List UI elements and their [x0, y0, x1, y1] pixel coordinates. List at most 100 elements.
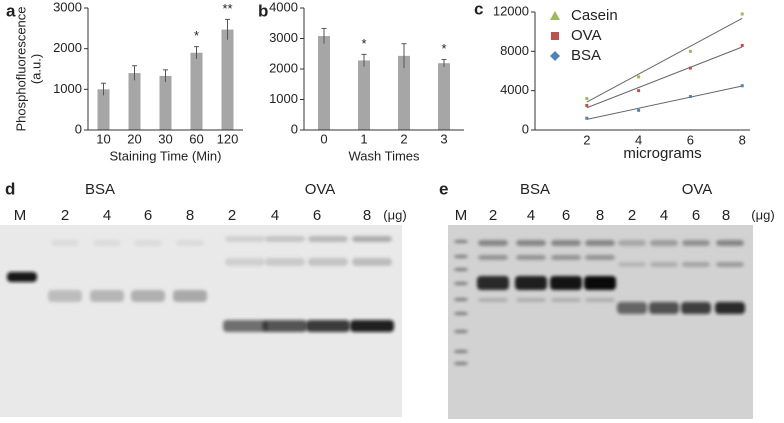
- gel-band: [265, 236, 305, 242]
- gel-band: [454, 255, 468, 258]
- lane-label: 2: [61, 207, 69, 224]
- gel-band: [649, 302, 679, 314]
- panel-label: b: [258, 1, 268, 20]
- bar: [159, 75, 172, 130]
- panel-label: a: [6, 1, 16, 20]
- gel-band: [650, 262, 678, 267]
- panel-label: d: [5, 179, 15, 198]
- gel-band: [617, 302, 647, 314]
- bar: [438, 63, 450, 130]
- lane-label: 2: [628, 207, 636, 224]
- y-tick-label: 2000: [53, 40, 82, 55]
- legend-label: OVA: [571, 27, 602, 44]
- gel-band: [584, 276, 616, 290]
- y-axis-label: (a.u.): [28, 54, 43, 84]
- x-axis-label: Staining Time (Min): [110, 148, 222, 163]
- bar: [128, 73, 141, 130]
- gel-band: [48, 290, 82, 302]
- significance-mark: *: [441, 41, 446, 56]
- significance-mark: *: [361, 36, 366, 51]
- data-point: [637, 89, 641, 93]
- x-tick-label: 0: [320, 131, 327, 146]
- x-tick-label: 3: [440, 131, 447, 146]
- data-point: [740, 43, 744, 47]
- gel-band: [263, 320, 307, 332]
- gel-band: [350, 320, 394, 332]
- y-tick-label: 1000: [269, 91, 298, 106]
- data-point: [688, 66, 692, 70]
- lane-label: M: [455, 207, 468, 224]
- gel-band: [716, 262, 744, 267]
- gel-band: [551, 255, 581, 260]
- gel-band: [90, 290, 124, 302]
- x-tick-label: 8: [739, 132, 746, 147]
- gel-band: [477, 276, 509, 290]
- y-tick-label: 0: [291, 121, 298, 136]
- gel-band: [134, 240, 162, 246]
- x-axis-label: micrograms: [623, 145, 701, 162]
- gel-band: [585, 240, 615, 246]
- gel-band: [682, 262, 710, 267]
- unit-label: (μg): [383, 207, 406, 222]
- gel-images: [0, 225, 753, 419]
- data-point: [585, 97, 589, 101]
- group-label: OVA: [682, 181, 713, 198]
- panel-label: c: [474, 0, 483, 18]
- panel-label: e: [439, 179, 448, 198]
- gel-band: [585, 298, 615, 302]
- gel-band: [478, 255, 508, 260]
- gel-band: [585, 255, 615, 260]
- lane-label: 2: [489, 207, 497, 224]
- legend-label: BSA: [571, 47, 601, 64]
- y-tick-label: 3000: [269, 30, 298, 45]
- gel-band: [515, 276, 547, 290]
- gel-band: [478, 240, 508, 246]
- gel-band: [223, 320, 267, 332]
- lane-label: 6: [692, 207, 700, 224]
- lane-label: 6: [562, 207, 570, 224]
- gel-band: [516, 255, 546, 260]
- data-point: [688, 95, 692, 99]
- gel-band: [308, 236, 348, 242]
- data-point: [740, 84, 744, 88]
- data-point: [585, 103, 589, 107]
- gel-band: [454, 282, 468, 285]
- significance-mark: *: [194, 28, 199, 43]
- data-point: [637, 108, 641, 112]
- gel-band: [551, 240, 581, 246]
- x-axis-label: Wash Times: [348, 148, 420, 163]
- gel-band: [550, 276, 582, 290]
- x-tick-label: 1: [360, 131, 367, 146]
- y-tick-label: 3000: [53, 0, 82, 14]
- gel-band: [131, 290, 165, 302]
- gel-band: [176, 240, 204, 246]
- gel-band: [265, 258, 305, 266]
- bar: [358, 60, 370, 130]
- x-tick-label: 2: [583, 132, 590, 147]
- lane-label: 8: [186, 207, 194, 224]
- y-tick-label: 0: [522, 121, 529, 136]
- gel-band: [51, 240, 79, 246]
- gel-e-image: [448, 225, 753, 419]
- legend-marker: [550, 51, 560, 61]
- gel-band: [352, 236, 392, 242]
- gel-band: [7, 272, 37, 282]
- y-tick-label: 4000: [500, 82, 529, 97]
- gel-band: [454, 298, 468, 301]
- legend-label: Casein: [571, 7, 618, 24]
- gel-band: [306, 320, 350, 332]
- y-tick-label: 12000: [493, 3, 529, 18]
- bar: [97, 89, 110, 130]
- x-tick-label: 20: [127, 131, 141, 146]
- y-axis-label: Phosphofluorescence: [13, 6, 28, 131]
- data-point: [637, 75, 641, 79]
- gel-band: [516, 298, 546, 302]
- gel-band: [93, 240, 121, 246]
- data-point: [740, 12, 744, 16]
- bar: [221, 29, 234, 131]
- gel-band: [173, 290, 207, 302]
- lane-label: 6: [313, 207, 321, 224]
- legend-marker: [550, 11, 560, 20]
- significance-mark: **: [222, 1, 232, 16]
